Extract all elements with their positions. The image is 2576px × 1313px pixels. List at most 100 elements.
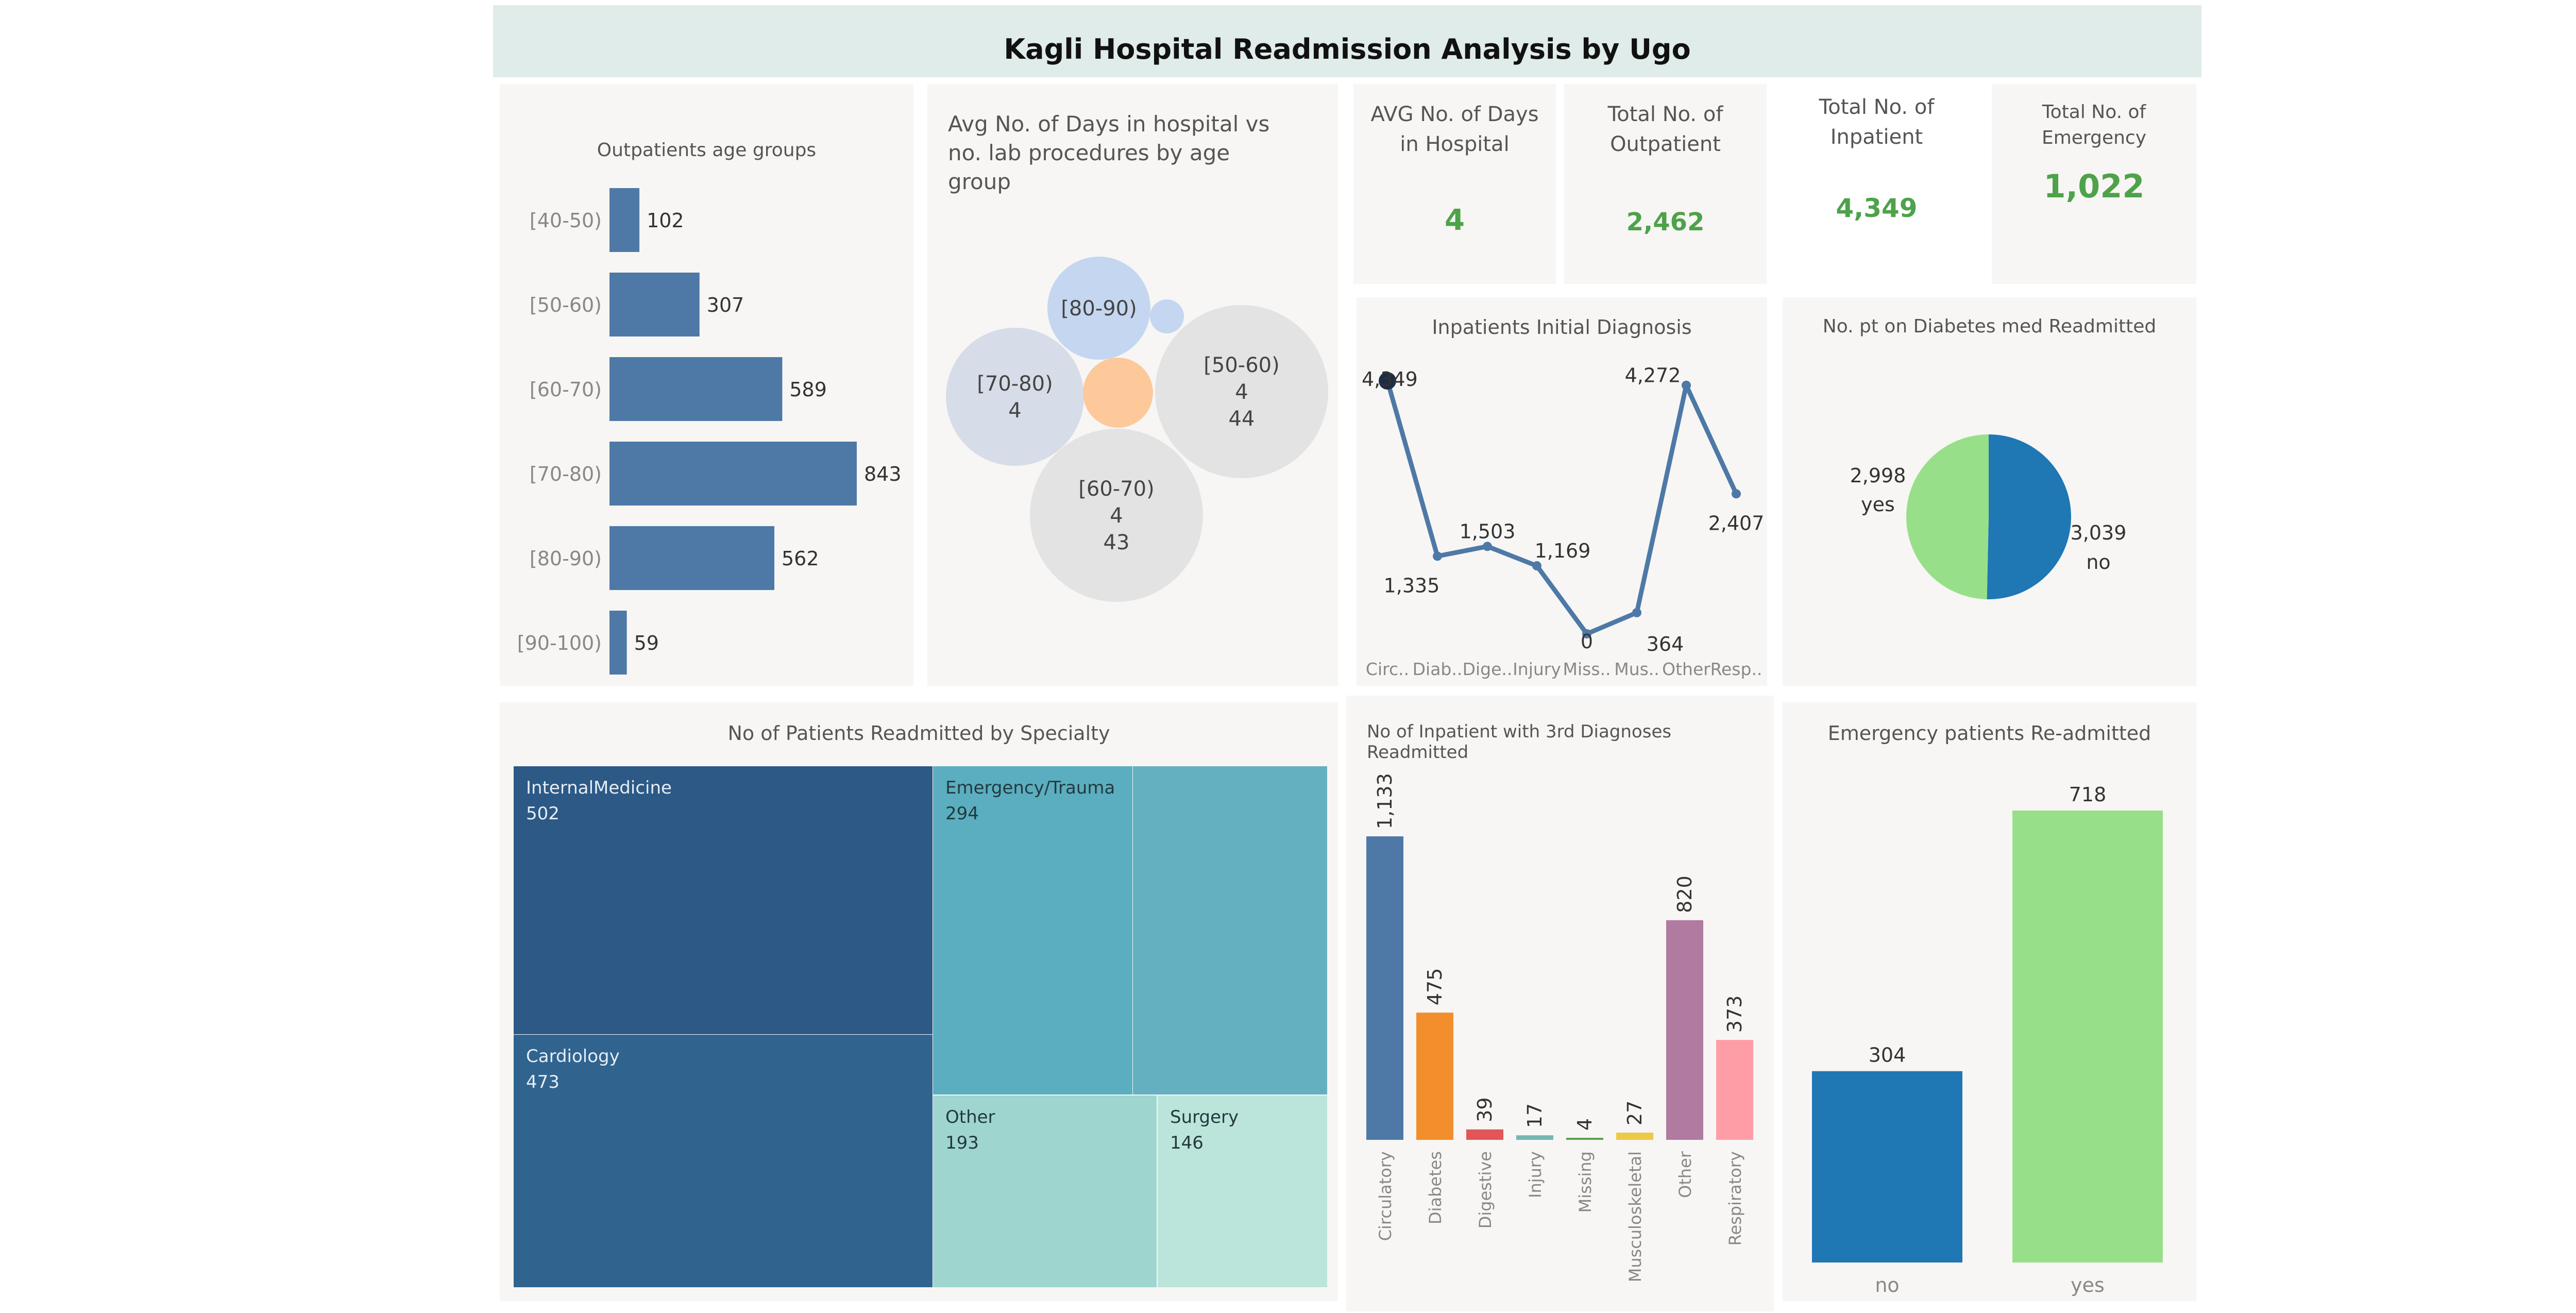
diagnosis3-category-label: Respiratory xyxy=(1725,1151,1745,1245)
bubble-circle xyxy=(1047,257,1150,360)
diagnosis-category-label: Injury xyxy=(1513,659,1561,679)
diagnosis3-bar xyxy=(1666,920,1703,1140)
specialty-name-label: Surgery xyxy=(1170,1107,1239,1127)
diagnosis-point-marker xyxy=(1582,629,1591,638)
bubble-label: [60-70) xyxy=(1078,477,1154,501)
diagnosis3-value-label: 475 xyxy=(1423,968,1446,1006)
diagnosis-category-label: Other xyxy=(1662,659,1710,679)
diagnosis3-bar xyxy=(1466,1129,1503,1140)
diagnosis3-bar xyxy=(1516,1135,1553,1140)
diagnosis3-value-label: 4 xyxy=(1573,1118,1596,1131)
third-diagnoses-title: No of Inpatient with 3rd Diagnoses Readm… xyxy=(1367,721,1672,763)
kpi-avg-days-card: AVG No. of Days in Hospital 4 xyxy=(1353,84,1556,284)
specialty-cell xyxy=(933,766,1132,1095)
diabetes-med-title: No. pt on Diabetes med Readmitted xyxy=(1822,316,2157,337)
diagnosis-point-marker xyxy=(1379,372,1396,390)
diagnosis-point-marker xyxy=(1682,380,1691,390)
pie-value-label: 2,998 xyxy=(1850,464,1906,487)
diagnosis3-bar xyxy=(1616,1132,1653,1140)
diagnosis-category-label: Miss.. xyxy=(1563,659,1611,679)
specialty-name-label: InternalMedicine xyxy=(526,778,672,798)
specialty-value-label: 294 xyxy=(945,803,979,824)
diagnosis3-bar xyxy=(1716,1040,1753,1140)
kpi-emergency-card: Total No. of Emergency 1,022 xyxy=(1992,84,2196,284)
diagnosis3-value-label: 820 xyxy=(1673,876,1696,913)
kpi-inpatient-value: 4,349 xyxy=(1836,193,1918,223)
age-group-tick-label: [40-50) xyxy=(530,209,602,232)
specialty-cell xyxy=(1158,1096,1327,1287)
diagnosis-value-label: 2,407 xyxy=(1708,512,1765,534)
diagnosis-value-label: 0 xyxy=(1581,630,1593,653)
age-group-value-label: 102 xyxy=(647,209,684,232)
kpi-outpatient-value: 2,462 xyxy=(1626,208,1705,237)
bubble-circle xyxy=(1030,429,1203,602)
age-group-bar xyxy=(609,188,640,252)
kpi-avg-days-value: 4 xyxy=(1445,204,1465,237)
diagnosis3-value-label: 39 xyxy=(1473,1097,1496,1122)
diagnosis3-category-label: Missing xyxy=(1575,1151,1595,1213)
diagnosis-category-label: Dige.. xyxy=(1463,659,1513,679)
age-group-value-label: 307 xyxy=(707,294,744,316)
bubble-label: [50-60) xyxy=(1204,354,1279,377)
specialty-value-label: 473 xyxy=(526,1072,560,1092)
diagnosis-point-marker xyxy=(1433,551,1442,561)
kpi-outpatient-label: Total No. of Outpatient xyxy=(1607,103,1723,156)
emergency-value-label: 304 xyxy=(1869,1044,1906,1067)
age-group-tick-label: [90-100) xyxy=(517,632,602,654)
bubble-circle xyxy=(1083,358,1153,428)
bubble-label: 4 xyxy=(1008,399,1021,423)
specialty-cell xyxy=(514,766,933,1034)
specialty-title: No of Patients Readmitted by Specialty xyxy=(727,722,1110,745)
diagnosis-point-marker xyxy=(1532,561,1541,571)
diagnosis3-category-label: Musculoskeletal xyxy=(1625,1151,1645,1282)
age-group-bar xyxy=(609,526,774,590)
age-group-tick-label: [80-90) xyxy=(530,547,602,570)
specialty-name-label: Other xyxy=(945,1107,995,1127)
diagnosis-value-label: 1,503 xyxy=(1460,520,1516,543)
diagnosis-point-marker xyxy=(1483,542,1492,551)
kpi-outpatient-card: Total No. of Outpatient 2,462 xyxy=(1564,84,1767,284)
age-group-value-label: 59 xyxy=(634,632,659,654)
diagnosis-point-marker xyxy=(1632,608,1641,617)
diagnosis-value-label: 4,272 xyxy=(1625,364,1681,387)
diagnosis3-bar xyxy=(1566,1138,1603,1140)
bubble-label: [80-90) xyxy=(1061,297,1137,321)
emergency-readmitted-title: Emergency patients Re-admitted xyxy=(1827,722,2151,745)
diagnosis3-bar xyxy=(1416,1013,1453,1140)
kpi-avg-days-label: AVG No. of Days in Hospital xyxy=(1370,103,1539,156)
specialty-name-label: Cardiology xyxy=(526,1046,620,1067)
diagnosis3-bar xyxy=(1366,836,1403,1140)
emergency-bar-no xyxy=(1812,1071,1962,1262)
age-group-tick-label: [70-80) xyxy=(530,463,602,485)
emergency-value-label: 718 xyxy=(2069,783,2107,806)
diagnosis3-category-label: Diabetes xyxy=(1426,1151,1445,1224)
initial-diagnosis-title: Inpatients Initial Diagnosis xyxy=(1432,316,1692,339)
bubble-circle xyxy=(1155,305,1328,478)
diagnosis3-value-label: 1,133 xyxy=(1374,773,1396,829)
age-group-tick-label: [50-60) xyxy=(530,294,602,316)
diagnosis-category-label: Circ.. xyxy=(1366,659,1409,679)
age-group-bar xyxy=(609,273,700,336)
kpi-inpatient-label: Total No. of Inpatient xyxy=(1819,95,1935,149)
diagnosis3-value-label: 17 xyxy=(1523,1103,1546,1128)
diagnosis-category-label: Resp.. xyxy=(1710,659,1762,679)
age-group-value-label: 562 xyxy=(782,547,819,570)
bubble-label: 43 xyxy=(1104,531,1130,554)
diagnosis-value-label: 364 xyxy=(1647,633,1684,655)
diagnosis3-category-label: Other xyxy=(1675,1151,1695,1198)
bubble-title: Avg No. of Days in hospital vs no. lab p… xyxy=(948,111,1270,194)
emergency-category-label: no xyxy=(1875,1274,1899,1297)
header-bar xyxy=(493,5,2201,77)
age-groups-title: Outpatients age groups xyxy=(597,140,817,161)
pie-slice-yes xyxy=(1906,434,1989,599)
bubble-circle xyxy=(1150,299,1184,333)
bubble-label: 4 xyxy=(1235,380,1248,404)
diagnosis3-category-label: Digestive xyxy=(1476,1151,1495,1228)
bubble-label: 4 xyxy=(1110,504,1123,528)
kpi-emergency-label: Total No. of Emergency xyxy=(2041,102,2147,148)
bubble-label: [70-80) xyxy=(977,372,1053,396)
age-group-value-label: 843 xyxy=(864,463,902,485)
